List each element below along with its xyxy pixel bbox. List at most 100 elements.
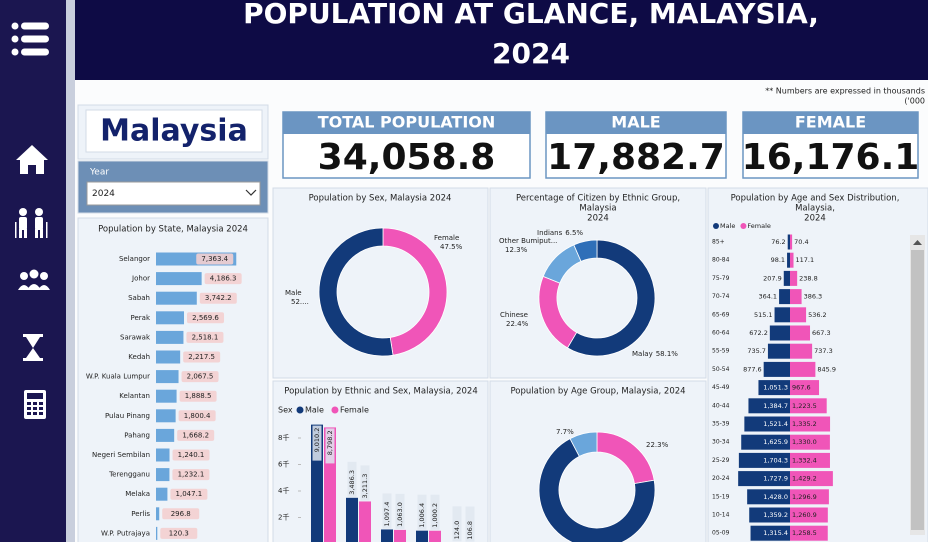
legend-swatch: [740, 223, 747, 229]
value-label-bg: [179, 390, 217, 402]
donut-slice: [573, 239, 598, 262]
dropdown-chevron[interactable]: [245, 189, 257, 196]
bar: [156, 468, 170, 482]
bar: [790, 252, 794, 268]
value-label: 1,258.5: [792, 529, 817, 537]
value-label-bg: [430, 494, 440, 530]
kpi-value: 17,882.7: [547, 137, 725, 178]
value-label-bg: [417, 494, 427, 530]
category-label: Kelantan: [119, 392, 150, 400]
year-dropdown[interactable]: [86, 181, 261, 206]
sidebar-edge: [66, 0, 75, 542]
value-label-bg: [196, 253, 234, 265]
chart-title: Population by Age and Sex Distribution,: [731, 194, 900, 204]
value-label: 3,486.3: [348, 470, 356, 495]
value-label: 1,888.5: [185, 392, 212, 400]
elderly-icon[interactable]: [15, 208, 48, 238]
chart-title: Malaysia,: [795, 204, 835, 214]
age-group-panel: [489, 380, 707, 542]
value-label: 1,668.2: [182, 431, 209, 439]
slicer-label: Year: [89, 168, 109, 178]
home-icon[interactable]: [16, 145, 48, 174]
value-label: 536.2: [808, 311, 827, 319]
value-label: 3,742.2: [205, 294, 232, 302]
legend-label: Female: [747, 222, 771, 230]
value-label-bg: [186, 331, 224, 343]
region-card: [85, 109, 263, 153]
value-label: 2,217.5: [188, 353, 215, 361]
bar: [156, 526, 158, 540]
kpi-label: FEMALE: [795, 113, 866, 132]
bar: [156, 389, 177, 403]
value-label: 1,625.9: [763, 438, 788, 446]
value-label: 1,330.0: [792, 438, 817, 446]
scroll-up[interactable]: [913, 240, 922, 245]
bar: [779, 289, 790, 305]
value-label: 667.3: [812, 329, 831, 337]
value-label: 1,428.0: [763, 493, 788, 501]
category-label: Perlis: [131, 510, 150, 518]
value-label: 735.7: [747, 347, 766, 355]
bar: [416, 530, 428, 542]
chart-title: 2024: [587, 214, 609, 224]
value-label: 1,260.9: [792, 511, 817, 519]
y-tick-label: 8千: [278, 433, 289, 442]
value-label-bg: [325, 428, 335, 464]
value-label: 1,240.1: [178, 451, 205, 459]
header-title: POPULATION AT GLANCE, MALAYSIA,: [243, 0, 819, 30]
value-label: 3,211.3: [361, 474, 369, 499]
value-label: 1,704.3: [763, 456, 788, 464]
chart-title: Population by State, Malaysia 2024: [98, 225, 248, 235]
kpi-header: [743, 112, 918, 134]
bar: [156, 448, 170, 462]
category-label: Pahang: [124, 431, 150, 439]
kpi-header: [546, 112, 726, 134]
age-label: 70-74: [712, 293, 730, 300]
age-label: 20-24: [712, 475, 730, 482]
bar: [790, 343, 813, 359]
group-icon[interactable]: [18, 269, 50, 291]
units-note: ('000: [904, 97, 925, 106]
slicer-value: 2024: [92, 189, 115, 199]
value-label: 1,315.4: [763, 529, 788, 537]
value-label-bg: [452, 506, 462, 542]
category-label: Sarawak: [120, 333, 151, 341]
value-label-bg: [160, 527, 198, 539]
age-label: 55-59: [712, 348, 730, 355]
bar: [156, 272, 202, 286]
bar: [790, 507, 828, 523]
value-label: 70.4: [794, 238, 808, 246]
menu-icon[interactable]: [11, 22, 50, 56]
scrollbar-thumb[interactable]: [911, 250, 924, 530]
slice-category: Indians: [537, 229, 563, 237]
value-label: 7,363.4: [201, 255, 228, 263]
value-label-bg: [395, 493, 405, 529]
age-label: 10-14: [712, 512, 730, 519]
chart-title: Percentage of Citizen by Ethnic Group,: [516, 194, 680, 204]
hourglass-icon[interactable]: [23, 334, 43, 361]
value-label: 1,429.2: [792, 475, 817, 483]
age-label: 75-79: [712, 275, 730, 282]
category-label: Selangor: [119, 255, 150, 263]
slice-category: Other Bumiput...: [499, 237, 557, 245]
value-label: 1,006.4: [418, 503, 426, 528]
bar: [156, 370, 179, 384]
category-label: Johor: [131, 275, 150, 283]
slice-label: 22.4%: [506, 320, 529, 328]
value-label: 1,332.4: [792, 456, 817, 464]
bar: [156, 487, 168, 501]
y-tick-label: 4千: [278, 486, 289, 495]
value-label: 672.2: [749, 329, 768, 337]
value-label: 1,047.1: [176, 490, 203, 498]
category-label: W.P. Putrajaya: [101, 529, 150, 537]
age-label: 30-34: [712, 439, 730, 446]
value-label-bg: [347, 461, 357, 497]
legend-swatch: [331, 406, 339, 414]
calculator-icon[interactable]: [24, 390, 46, 419]
legend-label: Male: [720, 222, 735, 230]
value-label-bg: [312, 425, 322, 461]
bar: [790, 525, 828, 541]
kpi-header: [283, 112, 530, 134]
